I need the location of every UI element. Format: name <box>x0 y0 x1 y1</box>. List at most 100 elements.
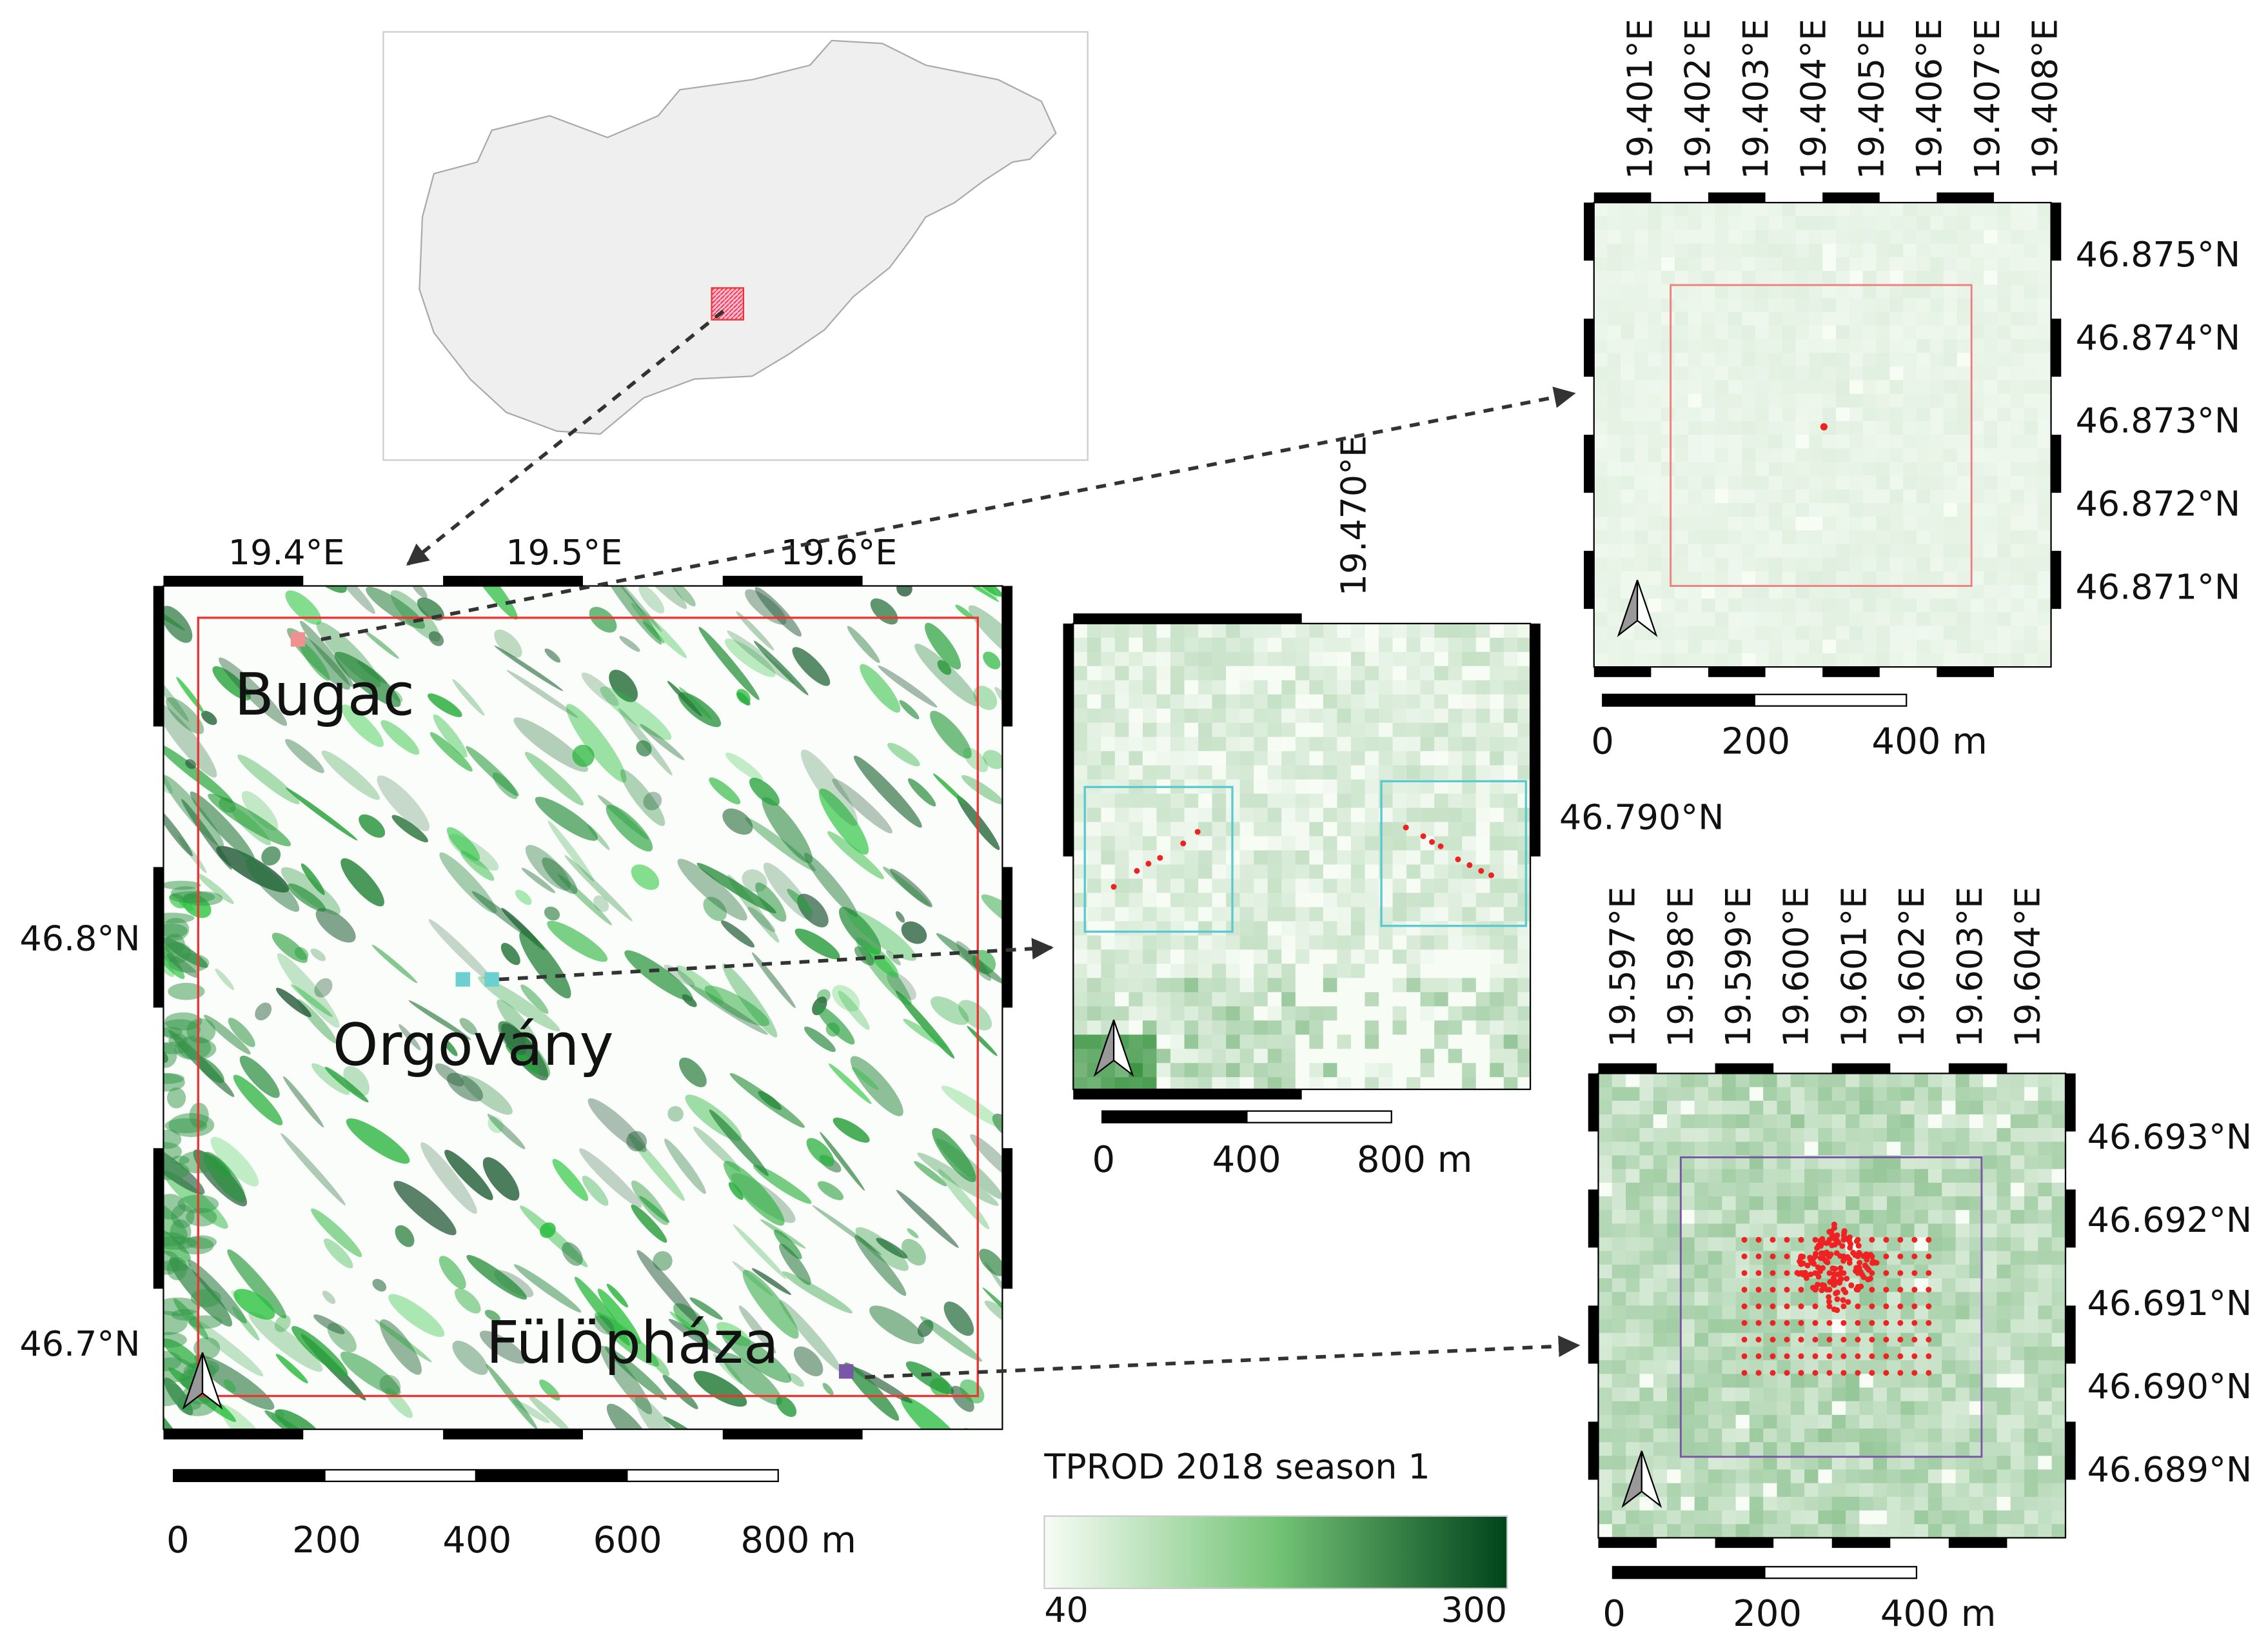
raster-cell <box>1648 271 1662 285</box>
raster-cell <box>1184 793 1199 808</box>
raster-cell <box>1755 489 1770 504</box>
raster-cell <box>1309 694 1324 709</box>
raster-cell <box>1667 1210 1681 1224</box>
raster-cell <box>1970 380 1984 395</box>
raster-cell <box>1984 517 1998 531</box>
raster-cell <box>1114 708 1129 723</box>
sample-point <box>1883 1287 1889 1293</box>
raster-cell <box>1997 1087 2011 1102</box>
raster-cell <box>1749 1428 1764 1443</box>
raster-cell <box>1634 298 1648 312</box>
vegetation-patch <box>822 1383 834 1396</box>
raster-cell <box>1621 407 1635 422</box>
arrow <box>498 938 1054 982</box>
raster-cell <box>1661 612 1675 627</box>
raster-cell <box>1777 1510 1791 1525</box>
raster-cell <box>1763 1210 1777 1224</box>
raster-cell <box>1648 557 1662 572</box>
sample-point <box>1911 1287 1918 1293</box>
sample-point <box>1897 1303 1904 1310</box>
raster-cell <box>2011 612 2025 627</box>
raster-cell <box>1914 1292 1929 1306</box>
raster-cell <box>1708 1319 1722 1334</box>
raster-cell <box>1598 1292 1613 1306</box>
vegetation-patch <box>606 1283 628 1308</box>
raster-cell <box>1708 1387 1722 1402</box>
raster-cell <box>1917 271 1931 285</box>
raster-cell <box>1903 503 1917 517</box>
vegetation-patch <box>943 1301 974 1336</box>
raster-cell <box>1267 1006 1282 1021</box>
raster-cell <box>1114 992 1129 1007</box>
raster-cell <box>1804 1456 1819 1470</box>
raster-cell <box>1295 765 1310 780</box>
raster-cell <box>1114 1020 1129 1035</box>
raster-cell <box>1688 557 1702 572</box>
raster-cell <box>1406 708 1421 723</box>
raster-cell <box>1955 1319 1970 1334</box>
raster-cell <box>1997 517 2011 531</box>
raster-cell <box>1957 503 1971 517</box>
raster-cell <box>1607 475 1621 490</box>
raster-cell <box>1323 1049 1337 1063</box>
raster-cell <box>1087 708 1101 723</box>
raster-cell <box>1900 1155 1915 1170</box>
raster-cell <box>1795 448 1809 462</box>
raster-cell <box>1849 585 1864 599</box>
raster-cell <box>1970 435 1984 449</box>
raster-cell <box>1755 475 1770 490</box>
raster-cell <box>1661 366 1675 381</box>
raster-cell <box>1634 380 1648 395</box>
raster-cell <box>1281 978 1296 993</box>
raster-cell <box>1648 420 1662 435</box>
raster-cell <box>1969 1319 1984 1334</box>
vegetation-patch <box>901 921 927 944</box>
vegetation-patch <box>547 820 595 882</box>
raster-cell <box>2038 1210 2053 1224</box>
raster-cell <box>1309 779 1324 794</box>
sample-point <box>1830 1279 1837 1285</box>
vegetation-patch <box>600 1345 653 1414</box>
raster-cell <box>2024 271 2038 285</box>
sample-point <box>1911 1236 1918 1243</box>
raster-cell <box>1997 1401 2011 1416</box>
raster-cell <box>1984 284 1998 299</box>
raster-cell <box>1983 1374 1997 1388</box>
raster-cell <box>1715 216 1729 230</box>
raster-cell <box>1667 1469 1681 1484</box>
raster-cell <box>1087 964 1101 978</box>
raster-cell <box>1876 257 1890 272</box>
raster-cell <box>1634 639 1648 654</box>
raster-cell <box>1900 1182 1915 1197</box>
raster-cell <box>1742 216 1756 230</box>
raster-cell <box>1475 964 1490 978</box>
vegetation-patch <box>827 831 884 880</box>
raster-cell <box>1777 1524 1791 1538</box>
raster-cell <box>1701 284 1715 299</box>
raster-cell <box>1420 779 1435 794</box>
raster-cell <box>1859 1087 1874 1102</box>
raster-cell <box>1928 1237 1942 1252</box>
raster-cell <box>1694 1251 1709 1265</box>
raster-cell <box>1957 325 1971 340</box>
raster-cell <box>1598 1442 1613 1456</box>
raster-cell <box>1475 935 1490 950</box>
raster-cell <box>1708 1360 1722 1374</box>
raster-cell <box>1517 680 1531 695</box>
raster-cell <box>1448 1006 1463 1021</box>
raster-cell <box>1448 722 1463 737</box>
raster-cell <box>2010 1182 2025 1197</box>
raster-cell <box>1943 639 1958 654</box>
raster-cell <box>2051 1374 2066 1388</box>
raster-cell <box>1239 694 1254 709</box>
raster-cell <box>2037 366 2052 381</box>
raster-cell <box>1715 257 1729 272</box>
raster-cell <box>1462 1020 1476 1035</box>
raster-cell <box>1873 1360 1888 1374</box>
raster-cell <box>1073 978 1088 993</box>
raster-cell <box>2038 1128 2053 1142</box>
raster-cell <box>1129 907 1143 922</box>
raster-cell <box>1997 1100 2011 1115</box>
raster-cell <box>1653 1469 1668 1484</box>
raster-cell <box>2037 544 2052 559</box>
